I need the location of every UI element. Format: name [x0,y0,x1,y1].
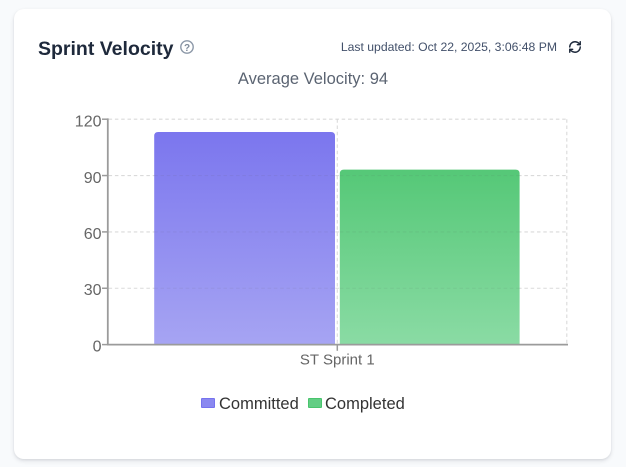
svg-text:ST Sprint 1: ST Sprint 1 [300,352,375,369]
svg-text:60: 60 [84,226,102,243]
svg-text:0: 0 [93,338,102,355]
svg-text:90: 90 [84,170,102,187]
svg-text:120: 120 [75,114,102,131]
svg-text:30: 30 [84,282,102,299]
svg-text:?: ? [184,43,190,54]
